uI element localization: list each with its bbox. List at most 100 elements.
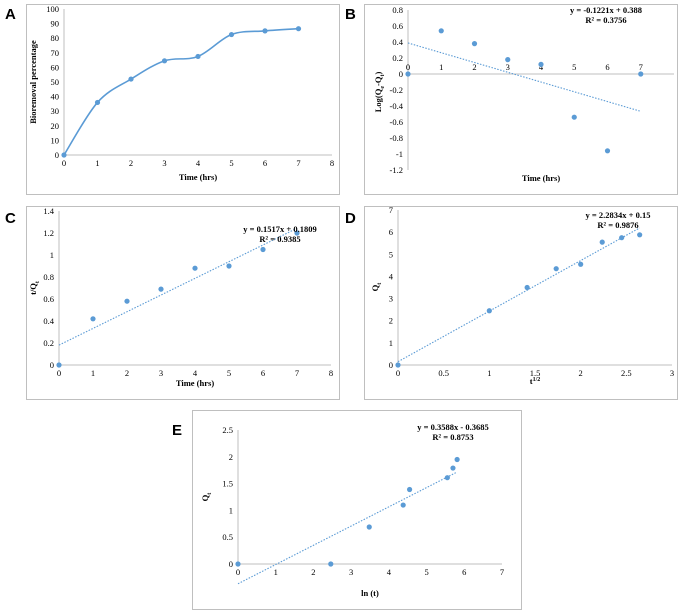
panel-d-x-tick-label: 1 bbox=[487, 368, 491, 378]
panel-d-data-point bbox=[553, 266, 559, 272]
panel-c-data-point bbox=[192, 265, 198, 271]
panel-a-y-tick-label: 60 bbox=[51, 62, 60, 72]
panel-a-y-tick-label: 30 bbox=[51, 106, 60, 116]
panel-a-data-point bbox=[195, 53, 201, 60]
panel-label-c: C bbox=[5, 210, 16, 227]
panel-a-x-tick-label: 0 bbox=[62, 158, 66, 168]
panel-b-x-axis-title: Time (hrs) bbox=[522, 173, 560, 183]
panel-d bbox=[364, 206, 678, 400]
panel-d-trend-r2: R² = 0.9876 bbox=[597, 220, 638, 230]
panel-d-x-tick-label: 0.5 bbox=[438, 368, 449, 378]
panel-e-x-tick-label: 0 bbox=[236, 567, 240, 577]
panel-c-data-point bbox=[90, 316, 96, 322]
panel-c-trendline bbox=[58, 227, 298, 346]
panel-e bbox=[192, 410, 522, 610]
panel-a-data-point bbox=[128, 76, 134, 82]
panel-a-x-axis-title: Time (hrs) bbox=[179, 172, 217, 182]
panel-d-x-tick-label: 2.5 bbox=[621, 368, 632, 378]
panel-e-y-tick-label: 0 bbox=[229, 559, 233, 569]
panel-a-y-tick-label: 70 bbox=[51, 48, 60, 58]
panel-d-data-point bbox=[578, 261, 584, 267]
panel-label-b: B bbox=[345, 6, 356, 23]
panel-e-y-tick-label: 1.5 bbox=[222, 479, 233, 489]
panel-c-data-point bbox=[124, 298, 130, 304]
panel-e-y-tick-label: 0.5 bbox=[222, 532, 233, 542]
panel-b-y-tick-label: 0.6 bbox=[392, 21, 403, 31]
panel-e-x-tick-label: 5 bbox=[424, 567, 428, 577]
panel-e-data-point bbox=[328, 561, 334, 567]
panel-e-trendline bbox=[237, 471, 458, 585]
panel-label-e: E bbox=[172, 422, 183, 439]
panel-d-data-point bbox=[637, 232, 643, 238]
panel-c-y-tick-label: 0.4 bbox=[43, 316, 54, 326]
panel-a-data-point bbox=[262, 28, 268, 34]
panel-c-y-tick-label: 0.8 bbox=[43, 272, 54, 282]
panel-b-data-point bbox=[571, 114, 577, 120]
panel-b-data-point bbox=[438, 28, 444, 34]
panel-b-y-tick-label: -0.8 bbox=[390, 133, 403, 143]
panel-b-data-point bbox=[505, 57, 511, 63]
panel-d-y-axis-title: Qt bbox=[370, 283, 383, 292]
panel-c-y-tick-label: 1.2 bbox=[43, 228, 54, 238]
panel-a-y-tick-label: 100 bbox=[46, 4, 59, 14]
panel-c-x-tick-label: 0 bbox=[57, 368, 61, 378]
panel-b-chart: -1.2-1-0.8-0.6-0.4-0.200.20.40.60.801234… bbox=[373, 5, 674, 183]
panel-a-chart: 0 10 20 30 40 50 60 70 80 90 100 0 1 2 3 4 5 6 7 8 Time (hrs… bbox=[28, 4, 334, 182]
panel-a-series-line bbox=[63, 27, 299, 156]
panel-e-y-tick-label: 2.5 bbox=[222, 425, 233, 435]
panel-b-x-tick-label: 5 bbox=[572, 62, 576, 72]
panel-a bbox=[26, 4, 340, 195]
panel-b-y-tick-label: 0.8 bbox=[392, 5, 403, 15]
panel-b-x-tick-label: 1 bbox=[439, 62, 443, 72]
panel-b-x-tick-label: 2 bbox=[472, 62, 476, 72]
panel-d-data-point bbox=[599, 239, 605, 245]
panel-b-trend-equation: y = -0.1221x + 0.388 bbox=[570, 5, 642, 15]
panel-c-y-tick-label: 0 bbox=[50, 360, 54, 370]
panel-e-x-tick-label: 4 bbox=[387, 567, 392, 577]
panel-d-data-point bbox=[486, 308, 492, 314]
panel-a-data-point bbox=[61, 152, 67, 158]
panel-c-y-tick-label: 1.4 bbox=[43, 206, 54, 216]
panel-a-x-tick-label: 8 bbox=[330, 158, 334, 168]
panel-d-data-point bbox=[619, 235, 625, 241]
panel-c-x-tick-label: 4 bbox=[193, 368, 198, 378]
panel-c-trend-equation: y = 0.1517x + 0.1809 bbox=[243, 224, 316, 234]
panel-d-x-tick-label: 0 bbox=[396, 368, 400, 378]
panel-c-x-tick-label: 3 bbox=[159, 368, 163, 378]
panel-e-data-point bbox=[366, 524, 372, 530]
panel-a-data-point bbox=[94, 99, 101, 106]
panel-e-x-tick-label: 3 bbox=[349, 567, 353, 577]
panel-a-x-tick-label: 6 bbox=[263, 158, 267, 168]
panel-e-trend-equation: y = 0.3588x - 0.3685 bbox=[417, 422, 488, 432]
panel-e-data-point bbox=[450, 465, 456, 471]
panel-c-x-tick-label: 2 bbox=[125, 368, 129, 378]
panel-b-x-tick-label: 4 bbox=[539, 62, 544, 72]
panel-c-y-tick-label: 0.2 bbox=[43, 338, 54, 348]
panel-e-x-tick-label: 7 bbox=[500, 567, 504, 577]
panel-d-y-tick-label: 1 bbox=[389, 338, 393, 348]
panel-e-x-tick-label: 1 bbox=[274, 567, 278, 577]
panel-a-y-tick-label: 40 bbox=[51, 92, 60, 102]
panel-c-x-tick-label: 1 bbox=[91, 368, 95, 378]
panel-b bbox=[364, 4, 678, 195]
panel-b-data-point bbox=[604, 148, 611, 154]
panel-d-y-tick-label: 3 bbox=[389, 294, 393, 304]
panel-d-y-tick-label: 0 bbox=[389, 360, 393, 370]
panel-b-x-tick-label: 3 bbox=[506, 62, 510, 72]
panel-b-y-tick-label: -0.2 bbox=[390, 85, 403, 95]
panel-e-x-tick-label: 6 bbox=[462, 567, 466, 577]
panel-c-x-tick-label: 8 bbox=[329, 368, 333, 378]
panel-c-chart: 0 0.2 0.4 0.6 0.8 1 1.2 1.4 0 1 2 3 4 5 6 7 8 Time (hrs) t… bbox=[28, 206, 333, 388]
panel-a-y-tick-label: 0 bbox=[55, 150, 59, 160]
panel-e-data-point bbox=[407, 486, 413, 493]
panel-c-y-axis-title: t/Qt bbox=[28, 281, 41, 295]
panel-d-y-tick-label: 5 bbox=[389, 249, 393, 259]
panel-b-y-tick-label: 0.2 bbox=[392, 53, 403, 63]
panel-c-data-point bbox=[56, 362, 62, 368]
panel-c-x-tick-label: 5 bbox=[227, 368, 231, 378]
panel-a-x-tick-label: 4 bbox=[196, 158, 201, 168]
panel-e-data-point bbox=[400, 502, 406, 508]
panel-e-data-point bbox=[454, 456, 460, 463]
panel-a-data-point bbox=[161, 58, 168, 64]
